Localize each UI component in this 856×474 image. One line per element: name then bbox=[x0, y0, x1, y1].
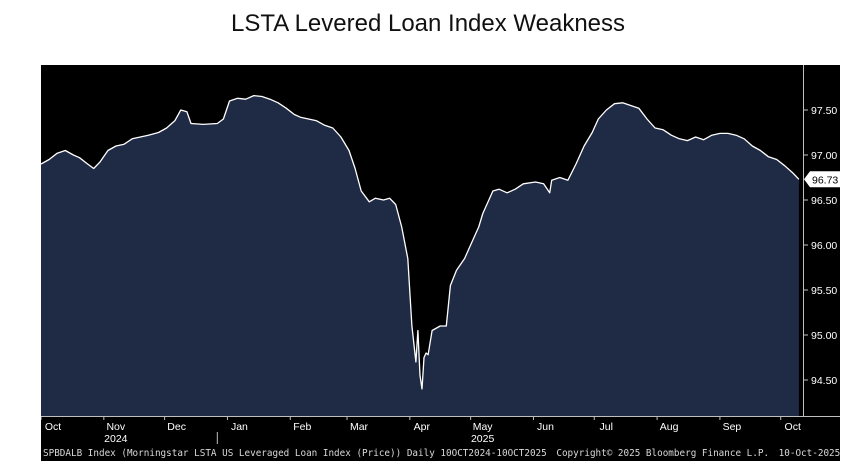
year-label: 2025 bbox=[471, 433, 495, 445]
loan-index-chart: 94.50 95.00 95.50 96.00 96.50 97.00 97.50 Oct No… bbox=[41, 65, 840, 445]
x-tick-label: Dec bbox=[167, 421, 186, 433]
x-tick-label: Oct bbox=[785, 421, 801, 433]
y-tick-label: 95.50 bbox=[811, 285, 837, 297]
x-tick-label: Jan bbox=[231, 421, 248, 433]
chart-footer: SPBDALB Index (Morningstar LSTA US Lever… bbox=[43, 448, 843, 459]
chart-panel: 94.50 95.00 95.50 96.00 96.50 97.00 97.50 Oct No… bbox=[41, 65, 840, 461]
y-tick-label: 97.00 bbox=[811, 150, 837, 162]
series-area-fill bbox=[41, 95, 799, 416]
y-tick-label: 94.50 bbox=[811, 375, 837, 387]
year-label: 2024 bbox=[104, 433, 128, 445]
x-tick-label: Jun bbox=[537, 421, 554, 433]
footer-timestamp: 10-Oct-2025 05:37:09 bbox=[778, 448, 843, 459]
x-tick-label: Feb bbox=[293, 421, 311, 433]
x-tick-label: Apr bbox=[414, 421, 431, 433]
chart-title: LSTA Levered Loan Index Weakness bbox=[230, 10, 626, 37]
footer-copyright: Copyright© 2025 Bloomberg Finance L.P. bbox=[556, 448, 770, 459]
x-tick-label: Jul bbox=[600, 421, 613, 433]
series-line bbox=[41, 94, 800, 390]
x-tick-label: May bbox=[473, 421, 494, 433]
last-value-label: 96.73 bbox=[812, 174, 838, 186]
y-tick-label: 97.50 bbox=[811, 105, 837, 117]
last-value-badge bbox=[804, 171, 840, 188]
x-tick-label: Sep bbox=[723, 421, 742, 433]
x-tick-label: Nov bbox=[106, 421, 125, 433]
x-tick-label: Aug bbox=[660, 421, 679, 433]
y-tick-label: 96.50 bbox=[811, 195, 837, 207]
x-tick-label: Mar bbox=[350, 421, 369, 433]
y-tick-label: 96.00 bbox=[811, 240, 837, 252]
x-tick-label: Oct bbox=[45, 421, 61, 433]
footer-index-description: SPBDALB Index (Morningstar LSTA US Lever… bbox=[43, 448, 547, 459]
y-tick-label: 95.00 bbox=[811, 330, 837, 342]
